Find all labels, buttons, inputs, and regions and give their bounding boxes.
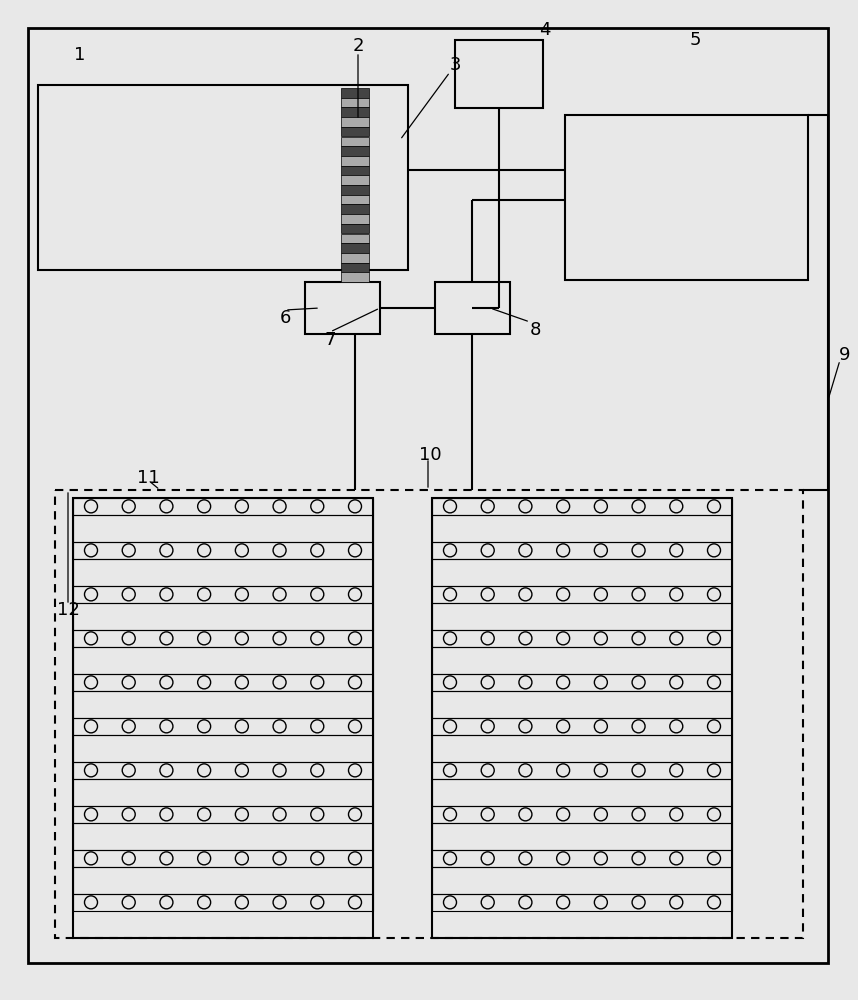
Bar (432, 718, 732, 735)
Bar (432, 559, 732, 586)
Bar (341, 166, 369, 175)
Bar (432, 603, 732, 630)
Bar (341, 136, 369, 146)
Bar (435, 282, 510, 334)
Text: 8: 8 (529, 321, 541, 339)
Bar (341, 272, 369, 282)
Text: 10: 10 (419, 446, 441, 464)
Bar (432, 779, 732, 806)
Bar (73, 515, 373, 542)
Bar (73, 559, 373, 586)
Bar (432, 630, 732, 647)
Bar (341, 98, 369, 107)
Bar (73, 718, 373, 735)
Bar (432, 586, 732, 603)
Bar (341, 233, 369, 243)
Bar (73, 647, 373, 674)
Bar (432, 515, 732, 542)
Bar (73, 674, 373, 691)
Text: 9: 9 (839, 346, 851, 364)
Bar (73, 586, 373, 603)
Bar (432, 498, 732, 515)
Bar (432, 735, 732, 762)
Bar (73, 894, 373, 911)
Bar (73, 806, 373, 823)
Bar (73, 762, 373, 779)
Text: 7: 7 (324, 331, 335, 349)
Bar (432, 762, 732, 779)
Text: 4: 4 (539, 21, 551, 39)
Text: 5: 5 (689, 31, 701, 49)
Bar (73, 498, 373, 515)
Bar (73, 498, 373, 938)
Text: 3: 3 (450, 56, 461, 74)
Bar (432, 850, 732, 867)
Bar (73, 779, 373, 806)
Bar (341, 107, 369, 117)
Bar (73, 542, 373, 559)
Bar (73, 867, 373, 894)
Bar (341, 195, 369, 204)
Bar (432, 498, 732, 938)
Text: 11: 11 (136, 469, 160, 487)
Text: 12: 12 (57, 601, 80, 619)
Bar (341, 204, 369, 214)
Bar (432, 647, 732, 674)
Bar (341, 263, 369, 272)
Bar (341, 146, 369, 156)
Bar (73, 603, 373, 630)
Bar (55, 490, 803, 938)
Bar (432, 867, 732, 894)
Bar (432, 691, 732, 718)
Bar (73, 823, 373, 850)
Bar (73, 850, 373, 867)
Bar (432, 894, 732, 911)
Bar (73, 691, 373, 718)
Bar (341, 156, 369, 166)
Bar (432, 823, 732, 850)
Bar (341, 243, 369, 253)
Bar (341, 185, 369, 195)
Bar (341, 253, 369, 263)
Bar (38, 85, 408, 270)
Bar (432, 542, 732, 559)
Bar (455, 40, 543, 108)
Bar (341, 224, 369, 233)
Bar (73, 735, 373, 762)
Bar (341, 88, 369, 98)
Text: 2: 2 (353, 37, 364, 55)
Bar (565, 115, 808, 280)
Bar (73, 630, 373, 647)
Bar (432, 806, 732, 823)
Bar (341, 117, 369, 127)
Text: 1: 1 (75, 46, 86, 64)
Text: 6: 6 (280, 309, 291, 327)
Bar (341, 175, 369, 185)
Bar (341, 214, 369, 224)
Bar (305, 282, 380, 334)
Bar (341, 127, 369, 136)
Bar (432, 674, 732, 691)
